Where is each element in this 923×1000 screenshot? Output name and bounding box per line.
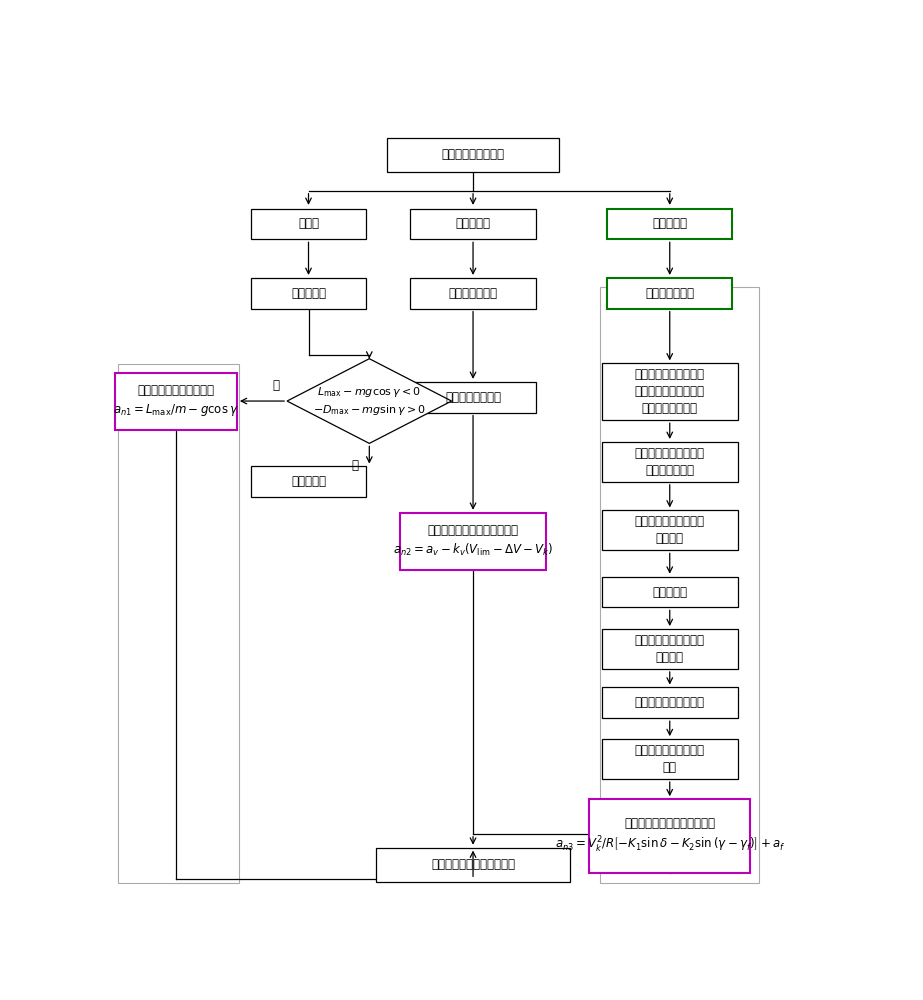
Text: 速度控制段制导: 速度控制段制导 [449,287,497,300]
FancyBboxPatch shape [411,209,535,239]
Text: 拉起段制导: 拉起段制导 [291,287,326,300]
Text: 是: 是 [273,379,280,392]
FancyBboxPatch shape [411,382,535,413]
FancyBboxPatch shape [388,138,559,172]
Text: 点火所需终端空速约束
对应的地速约束: 点火所需终端空速约束 对应的地速约束 [635,447,705,477]
Text: 制导指令收敛速度控制
变量: 制导指令收敛速度控制 变量 [635,744,705,774]
Text: 速度控制段: 速度控制段 [456,217,490,230]
Text: $L_{\rm max}-mg\cos\gamma<0$
$-D_{\rm max}-mg\sin\gamma>0$: $L_{\rm max}-mg\cos\gamma<0$ $-D_{\rm ma… [313,385,426,417]
FancyBboxPatch shape [411,278,535,309]
Text: 拉起段的制导法向加速度
$a_{n1}=L_{\rm max}/m-g\cos\gamma$: 拉起段的制导法向加速度 $a_{n1}=L_{\rm max}/m-g\cos\… [114,384,239,418]
Text: 否: 否 [352,459,358,472]
FancyBboxPatch shape [377,848,569,882]
Text: 拉起段结束: 拉起段结束 [291,475,326,488]
FancyBboxPatch shape [589,799,750,873]
Text: 点火段制导: 点火段制导 [653,586,688,599]
FancyBboxPatch shape [251,209,366,239]
Text: 点火制导段的制导法向加速度
$a_{n3}=V_k^2/R\left[-K_1\sin\delta-K_2\sin\left(\gamma-\gamma_f\r: 点火制导段的制导法向加速度 $a_{n3}=V_k^2/R\left[-K_1\… [555,817,785,855]
FancyBboxPatch shape [602,577,737,607]
Text: 点火制导段: 点火制导段 [653,217,688,230]
FancyBboxPatch shape [602,510,737,550]
Text: 导弹投放下滑段分段: 导弹投放下滑段分段 [441,148,505,161]
Text: 速度控制段的制导法向加速度
$a_{n2}=a_v-k_v\left(V_{\rm lim}-\Delta V-V_k\right)$: 速度控制段的制导法向加速度 $a_{n2}=a_v-k_v\left(V_{\r… [393,524,553,558]
FancyBboxPatch shape [602,687,737,718]
Text: 增加空速安全余量: 增加空速安全余量 [445,391,501,404]
Text: 获得线性化的运动方程: 获得线性化的运动方程 [635,696,705,709]
Polygon shape [287,359,451,443]
Text: 将终端地速约束转化为
剩余纵程: 将终端地速约束转化为 剩余纵程 [635,515,705,545]
FancyBboxPatch shape [115,373,237,430]
Text: 投放下滑段制导法向加速度: 投放下滑段制导法向加速度 [431,858,515,871]
FancyBboxPatch shape [251,278,366,309]
Text: 利用对流层自由大气的
平均风廓模型，获得终
端高度的风速估值: 利用对流层自由大气的 平均风廓模型，获得终 端高度的风速估值 [635,368,705,415]
FancyBboxPatch shape [602,739,737,779]
Text: 建立投放下滑段的制导
几何关系: 建立投放下滑段的制导 几何关系 [635,634,705,664]
Text: 拉起段: 拉起段 [298,217,319,230]
FancyBboxPatch shape [602,363,737,420]
FancyBboxPatch shape [602,442,737,482]
FancyBboxPatch shape [607,278,732,309]
FancyBboxPatch shape [251,466,366,497]
FancyBboxPatch shape [602,629,737,669]
Text: 点火制导段制导: 点火制导段制导 [645,287,694,300]
FancyBboxPatch shape [607,209,732,239]
FancyBboxPatch shape [400,513,546,570]
